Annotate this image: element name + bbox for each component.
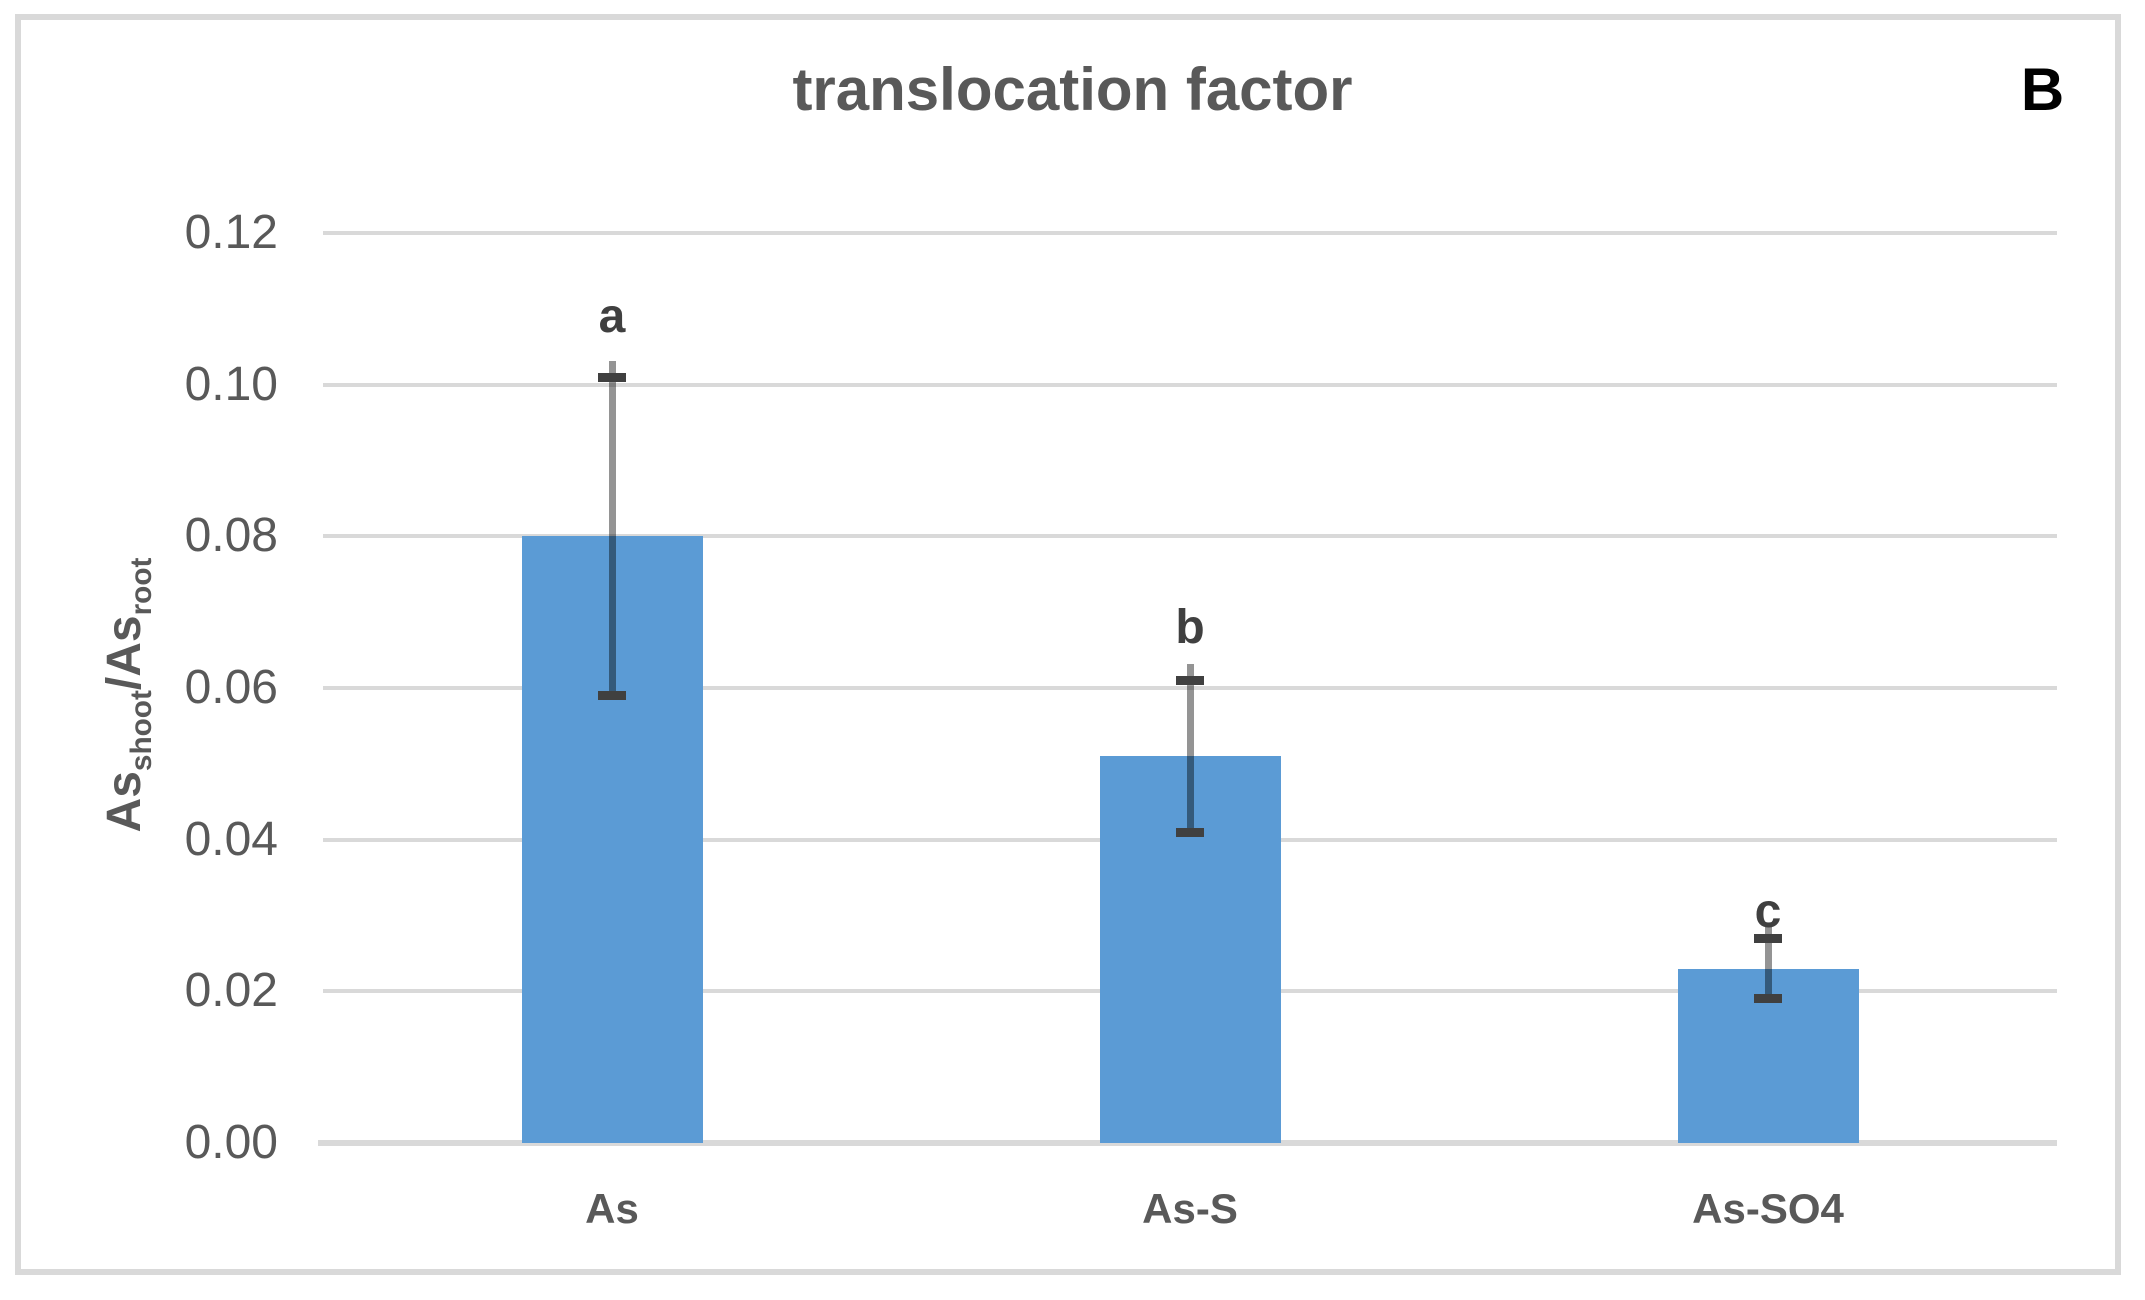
y-tick-label: 0.04 [184, 812, 278, 866]
x-category-label: As [585, 1185, 639, 1232]
significance-letter: a [598, 290, 626, 344]
y-tick-label: 0.06 [184, 661, 278, 714]
y-tick-label: 0.08 [184, 509, 278, 563]
x-axis-baseline [318, 1140, 2057, 1146]
error-bar-cap-bottom [598, 691, 626, 701]
figure-border [15, 14, 2121, 1275]
y-tick-label: 0.12 [184, 206, 278, 259]
x-category-label: As-SO4 [1692, 1185, 1844, 1232]
error-bar-cap-top [1176, 675, 1204, 685]
chart-title: translocation factor [792, 56, 1353, 123]
significance-letter: b [1175, 601, 1205, 655]
y-axis-title-sub2: root [124, 557, 158, 616]
error-bar-cap-top [1754, 933, 1782, 943]
x-category-label: As-S [1142, 1185, 1238, 1232]
error-bar-line [1764, 922, 1772, 999]
significance-letter: c [1754, 885, 1782, 939]
y-tick-label: 0.10 [184, 357, 278, 411]
y-tick-label: 0.02 [184, 964, 278, 1018]
error-bar-cap-bottom [1754, 994, 1782, 1004]
error-bar-cap-bottom [1176, 827, 1204, 837]
gridline [323, 382, 2057, 387]
error-bar-cap-top [598, 372, 626, 382]
gridline [323, 534, 2057, 539]
bar-As-S [1099, 756, 1281, 1143]
error-bar-line [608, 361, 616, 696]
gridline [323, 231, 2057, 235]
error-bar-line [1186, 664, 1194, 833]
panel-label: B [2020, 56, 2065, 123]
y-tick-label: 0.00 [184, 1116, 278, 1169]
gridline [323, 686, 2057, 690]
bar-As [521, 536, 703, 1143]
